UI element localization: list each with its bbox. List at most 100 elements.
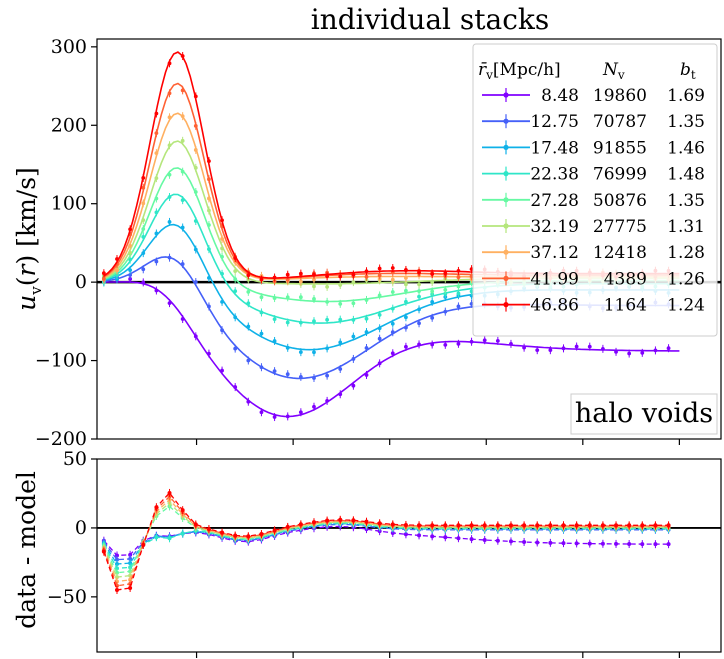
data-point [272, 369, 277, 374]
data-point [233, 346, 238, 351]
residual-point [338, 517, 343, 522]
data-point [417, 289, 421, 294]
legend-entry: 37.12 12418 1.28 [482, 243, 705, 263]
legend-marker [503, 302, 509, 308]
legend-count: 1164 [604, 296, 647, 316]
data-point [364, 269, 369, 274]
residual-point [403, 522, 408, 527]
residual-point [430, 534, 435, 539]
data-point [325, 299, 330, 304]
data-point [259, 410, 264, 415]
data-point [154, 196, 159, 201]
data-point [430, 272, 435, 276]
y-tick-label: −200 [35, 428, 87, 450]
y-tick-label: 0 [75, 271, 87, 293]
data-point [207, 177, 211, 182]
residual-point [495, 538, 500, 543]
data-point [312, 277, 316, 282]
legend-count: 27775 [593, 217, 647, 237]
data-point [193, 148, 198, 152]
data-point [351, 357, 356, 361]
data-point [285, 277, 290, 282]
data-point [390, 351, 395, 356]
legend-radius: 22.38 [530, 165, 579, 185]
data-point [246, 358, 251, 363]
data-point [404, 344, 408, 349]
data-point [193, 247, 198, 252]
y-axis-label-bottom: data - model [12, 471, 41, 629]
legend-radius: 32.19 [530, 217, 579, 237]
data-point [430, 289, 435, 294]
residual-point [482, 537, 487, 542]
data-point [312, 376, 316, 380]
data-point [298, 295, 303, 300]
residual-point [574, 523, 579, 528]
data-point [180, 169, 185, 174]
legend-radius: 41.99 [530, 269, 579, 289]
data-point [312, 404, 316, 409]
residual-point [430, 523, 435, 528]
legend-entry: 27.28 50876 1.35 [482, 191, 705, 211]
data-point [167, 61, 172, 66]
data-point [207, 208, 211, 213]
data-point [443, 342, 448, 347]
data-point [128, 250, 133, 255]
data-point [141, 280, 146, 285]
data-point [128, 273, 133, 277]
residual-point [220, 530, 225, 535]
data-point [180, 198, 185, 203]
legend-bias: 1.28 [667, 243, 705, 263]
data-point [600, 346, 605, 351]
residual-point [508, 539, 513, 544]
residual-point [259, 532, 264, 537]
residual-point [390, 530, 395, 535]
halo-voids-annotation: halo voids [575, 398, 713, 429]
residual-point [128, 556, 133, 561]
legend-radius: 37.12 [530, 243, 579, 263]
annotation-box [570, 393, 718, 435]
data-point [233, 269, 238, 274]
legend-bias: 1.48 [667, 165, 705, 185]
data-point [246, 399, 251, 404]
legend: r̄v[Mpc/h] Nv bt 8.48 19860 1.69 12.75 70787… [472, 43, 718, 337]
data-point [666, 346, 671, 351]
legend-count: 50876 [593, 191, 647, 211]
data-point [154, 176, 159, 181]
data-point [469, 339, 474, 344]
legend-bias: 1.35 [667, 191, 705, 211]
data-point [430, 280, 435, 284]
data-point [259, 310, 264, 315]
residual-point [508, 523, 513, 528]
data-point [587, 344, 592, 349]
data-point [364, 275, 369, 279]
legend-marker [503, 118, 509, 124]
residual-point [640, 542, 645, 547]
data-point [298, 271, 303, 276]
y-tick-label: 0 [75, 517, 87, 539]
residual-point [114, 557, 119, 562]
data-point [614, 349, 618, 354]
data-point [141, 251, 146, 256]
data-point [246, 324, 251, 329]
data-point [338, 317, 343, 322]
legend-marker [503, 249, 509, 255]
legend-entry: 32.19 27775 1.31 [482, 217, 705, 237]
data-point [417, 342, 421, 347]
data-point [233, 277, 238, 282]
data-point [325, 285, 330, 289]
data-point [272, 339, 277, 343]
residual-line-8.48 [103, 525, 669, 557]
y-tick-label: 100 [51, 193, 87, 215]
data-point [101, 271, 106, 276]
data-point [141, 176, 146, 180]
residual-point [141, 542, 146, 547]
data-point [377, 266, 382, 271]
data-point [272, 275, 277, 280]
data-point [220, 299, 224, 304]
data-point [180, 317, 185, 321]
data-point [141, 185, 146, 190]
data-point [443, 271, 448, 276]
legend-marker [503, 92, 509, 98]
legend-bias: 1.24 [667, 296, 705, 316]
data-point [259, 331, 264, 336]
